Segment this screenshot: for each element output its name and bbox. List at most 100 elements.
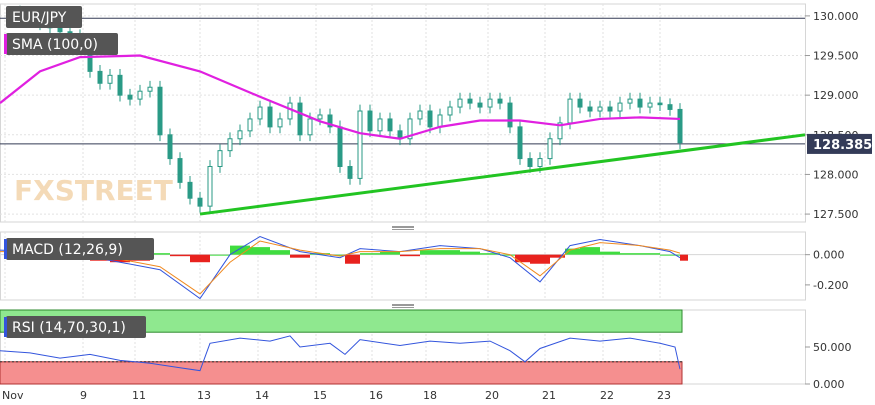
x-tick-label: 11 [132,389,146,402]
x-tick-label: 22 [600,389,614,402]
y-tick-label: 0.000 [813,249,845,262]
candle-body [207,166,213,207]
rsi-line [0,335,681,372]
candle-body [107,74,113,84]
candle-body [577,98,583,108]
sma-line [0,54,681,140]
axes: Nov 9 11 13 14 15 16 18 20 21 22 23 130.000 129.500 12… [2,10,859,402]
y-tick-label: 129.000 [813,89,859,102]
macd-histogram-bar [600,251,620,255]
candle-body [657,102,663,106]
watermark: FXSTREET [14,174,173,207]
candle-body [167,134,173,160]
macd-histogram-bar [380,251,400,255]
candle-body [547,138,553,160]
rsi-title-bg [6,316,146,338]
macd-histogram-bar [480,253,500,255]
macd-histogram-bar [580,247,600,255]
candle-body [447,106,453,116]
candle-body [97,70,103,84]
current-price-label: 128.385 [813,138,872,153]
candle-body [597,106,603,112]
pane-frame [0,3,806,223]
candle-body [297,102,303,136]
macd-legend-swatch [4,239,7,259]
sma-legend-swatch [4,34,7,54]
candle-body [357,110,363,179]
candle-body [667,104,673,110]
candle-body [607,106,613,112]
macd-histogram-bar [515,254,530,263]
candle-body [177,158,183,183]
macd-histogram-bar [170,254,190,257]
macd-histogram-bar [345,254,360,264]
y-tick-label: 129.500 [813,50,859,63]
macd-histogram-bar [190,254,210,263]
macd-histogram-bar [500,254,515,256]
macd-histogram-bar [310,253,330,255]
candle-body [247,118,253,132]
macd-histogram-bar [330,254,345,256]
candle-body [477,102,483,108]
candle-body [157,86,163,136]
candle-body [197,197,203,207]
candle-body [217,150,223,168]
x-tick-label: 23 [657,389,671,402]
candle-body [257,106,263,120]
candle-body [307,118,313,136]
macd-histogram-bar [460,251,480,255]
candle-body [537,158,543,168]
candle-body [517,126,523,160]
candle-body [287,102,293,120]
candle-body [137,90,143,100]
candle-body [317,114,323,120]
candle-body [527,158,533,168]
trendline [199,133,806,216]
candle-body [557,122,563,140]
x-tick-label: Nov [2,389,24,402]
macd-histogram-bar [680,254,688,261]
candle-body [417,110,423,120]
x-tick-label: 20 [485,389,499,402]
y-tick-label: 127.500 [813,208,859,221]
price-pane: FXSTREET [0,5,806,216]
macd-histogram-bar [640,253,660,255]
candle-body [117,74,123,96]
macd-histogram-bar [660,254,680,256]
candle-body [647,102,653,108]
macd-line [0,235,681,300]
macd-histogram-bar [270,250,290,255]
candle-body [267,106,273,128]
macd-histogram-bar [440,250,460,255]
pane-splitter-handle [392,229,414,230]
macd-title-bg [6,238,154,260]
pane-frame [0,231,806,301]
candle-body [637,98,643,108]
rsi-title: RSI (14,70,30,1) [12,320,126,336]
candle-body [507,102,513,128]
macd-histogram-bar [530,254,550,264]
pane-splitter-handle [392,226,414,228]
macd-histogram-bar [290,254,310,258]
candle-body [567,98,573,124]
candle-body [327,114,333,128]
labels: 128.385 EUR/JPY SMA (100,0) MACD (12,26,9) R… [4,6,872,338]
rsi-pane [0,309,683,385]
macd-histogram-bar [550,254,565,258]
candle-body [147,86,153,92]
candle-body [237,130,243,140]
current-price-tag [807,133,872,154]
pane-splitter-handle [392,307,414,308]
x-tick-label: 16 [369,389,383,402]
macd-histogram-bar [400,254,420,257]
candle-body [617,102,623,112]
candle-body [227,138,233,152]
candle-body [497,98,503,104]
candle-body [427,110,433,128]
rsi-overbought-zone [0,309,683,333]
rsi-oversold-zone [0,361,683,385]
macd-title: MACD (12,26,9) [12,242,123,258]
y-tick-label: 50.000 [813,341,852,354]
x-tick-label: 21 [542,389,556,402]
